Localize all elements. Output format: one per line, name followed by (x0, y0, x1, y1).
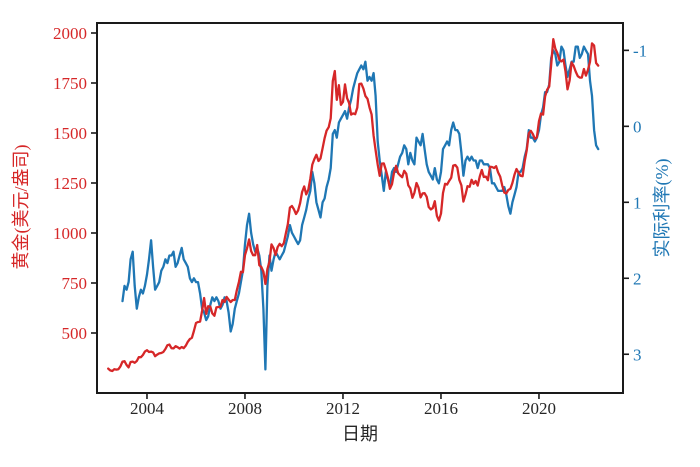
left-axis-title: 黄金(美元/盎司) (11, 145, 32, 270)
left-tick-label: 1500 (53, 124, 87, 143)
left-tick-label: 1750 (53, 74, 87, 93)
right-tick-label: 2 (633, 269, 642, 288)
right-axis-ticks: -1 0 1 2 3 (623, 41, 647, 364)
plot-frame (96, 22, 624, 394)
left-axis-ticks: 500 750 1000 1250 1500 1750 2000 (53, 24, 97, 343)
left-tick-label: 750 (62, 274, 88, 293)
left-tick-label: 1000 (53, 224, 87, 243)
x-tick-label: 2020 (522, 399, 556, 418)
x-axis-title: 日期 (342, 424, 378, 444)
x-tick-label: 2012 (326, 399, 360, 418)
left-tick-label: 2000 (53, 24, 87, 43)
right-tick-label: -1 (633, 41, 647, 60)
left-tick-label: 1250 (53, 174, 87, 193)
x-tick-label: 2008 (228, 399, 262, 418)
x-tick-label: 2016 (424, 399, 458, 418)
right-tick-label: 3 (633, 345, 642, 364)
right-axis-title: 实际利率(%) (652, 159, 673, 258)
x-axis-ticks: 2004 2008 2012 2016 2020 (130, 393, 556, 418)
gold-price-line (107, 38, 600, 373)
right-tick-label: 1 (633, 193, 642, 212)
right-tick-label: 0 (633, 117, 642, 136)
real-rate-line (121, 45, 600, 371)
x-tick-label: 2004 (130, 399, 165, 418)
left-tick-label: 500 (62, 324, 88, 343)
